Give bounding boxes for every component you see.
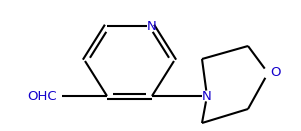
Text: O: O [270, 67, 281, 80]
Text: N: N [147, 20, 157, 32]
Text: OHC: OHC [27, 89, 57, 102]
Text: N: N [202, 89, 212, 102]
